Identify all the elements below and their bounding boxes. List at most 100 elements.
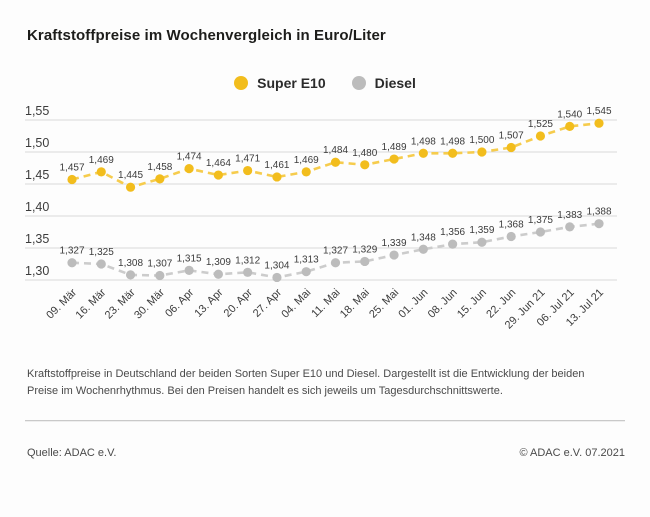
legend-label-super-e10: Super E10 [257, 75, 326, 91]
x-tick-label: 04. Mai [279, 287, 313, 321]
legend: Super E10 Diesel [0, 75, 650, 91]
data-point [389, 250, 399, 260]
y-tick-label: 1,35 [25, 232, 49, 246]
data-point [477, 147, 487, 157]
data-point-label: 1,471 [235, 154, 260, 165]
data-point-label: 1,304 [264, 260, 289, 271]
data-point-label: 1,461 [264, 160, 289, 171]
x-tick-label: 08. Jun [426, 287, 460, 321]
data-point [272, 172, 282, 182]
data-point-label: 1,480 [352, 148, 377, 159]
data-point [418, 148, 428, 158]
data-point [155, 174, 165, 184]
x-tick-label: 23. Mär [103, 286, 138, 321]
data-point [330, 157, 341, 167]
page-title: Kraftstoffpreise im Wochenvergleich in E… [27, 27, 386, 44]
data-point [184, 265, 194, 275]
data-point [535, 227, 546, 237]
data-point [594, 219, 604, 229]
data-point-label: 1,383 [557, 210, 582, 221]
data-point [565, 121, 575, 131]
series-super-e10: 1,457 1,469 1,445 1,458 1,474 1,464 1,471 1,461… [59, 106, 612, 192]
data-point [594, 118, 604, 128]
data-point-label: 1,375 [528, 215, 553, 226]
data-point-label: 1,457 [59, 163, 84, 174]
y-tick-label: 1,30 [25, 264, 49, 278]
data-point-label: 1,484 [323, 145, 348, 156]
x-tick-label: 16. Mär [74, 286, 109, 321]
data-point-label: 1,368 [499, 219, 524, 230]
data-point-label: 1,339 [382, 238, 407, 249]
y-tick-label: 1,40 [25, 200, 49, 214]
legend-item-diesel: Diesel [351, 75, 416, 91]
data-point-label: 1,469 [89, 155, 114, 166]
data-point-label: 1,464 [206, 158, 231, 169]
data-point-label: 1,474 [177, 152, 202, 163]
data-point [213, 170, 223, 180]
data-point [301, 267, 311, 277]
data-point-label: 1,458 [147, 162, 172, 173]
footer-divider [25, 420, 625, 421]
x-tick-label: 15. Jun [455, 287, 489, 321]
data-point [96, 259, 106, 269]
super-e10-dot-icon [234, 76, 249, 90]
data-point-label: 1,498 [440, 136, 465, 147]
data-point [213, 269, 223, 279]
data-point-label: 1,498 [411, 136, 436, 147]
data-point-label: 1,325 [89, 247, 114, 258]
x-tick-label: 01. Jun [396, 287, 430, 321]
x-tick-label: 13. Apr [192, 286, 225, 319]
y-tick-label: 1,45 [25, 168, 49, 182]
legend-label-diesel: Diesel [374, 75, 416, 91]
data-point-label: 1,308 [118, 258, 143, 269]
data-point [243, 165, 253, 176]
x-tick-label: 30. Mär [132, 286, 167, 321]
x-tick-label: 25. Mai [367, 287, 401, 321]
data-point-label: 1,500 [469, 135, 494, 146]
data-point-label: 1,545 [586, 106, 611, 117]
data-point-label: 1,507 [499, 131, 524, 142]
gridlines-and-y-axis: 1,55 1,50 1,45 1,40 1,35 1,30 [25, 104, 617, 281]
data-point-label: 1,388 [586, 207, 611, 218]
data-point [96, 167, 106, 177]
data-point [184, 164, 194, 174]
data-point-label: 1,356 [440, 227, 465, 238]
data-point [418, 244, 428, 254]
data-point-label: 1,327 [323, 246, 348, 257]
data-point-label: 1,445 [118, 170, 143, 181]
data-point-label: 1,309 [206, 257, 231, 268]
x-tick-label: 09. Mär [44, 286, 79, 321]
data-point [243, 267, 253, 277]
diesel-dot-icon [351, 76, 366, 90]
data-point [360, 160, 370, 170]
x-tick-label: 06. Apr [163, 286, 196, 319]
data-point-label: 1,540 [557, 109, 582, 120]
source-label: Quelle: ADAC e.V. [27, 447, 117, 459]
data-point [535, 131, 546, 141]
data-point [272, 272, 282, 283]
data-point [477, 237, 487, 247]
data-point [301, 167, 311, 177]
data-point-label: 1,312 [235, 255, 260, 266]
data-point [360, 256, 370, 267]
footer: Quelle: ADAC e.V. © ADAC e.V. 07.2021 [27, 447, 625, 459]
data-point [125, 270, 136, 280]
y-tick-label: 1,50 [25, 136, 49, 150]
series-diesel: 1,327 1,325 1,308 1,307 1,315 1,309 1,312 1,304… [59, 207, 612, 283]
data-point-label: 1,313 [294, 255, 319, 266]
x-tick-label: 11. Mai [309, 287, 342, 320]
copyright-label: © ADAC e.V. 07.2021 [519, 447, 625, 459]
x-tick-label: 27. Apr [251, 286, 284, 319]
data-point [506, 142, 516, 153]
data-point [67, 174, 77, 185]
legend-item-super-e10: Super E10 [234, 75, 326, 91]
data-point [448, 148, 458, 158]
data-point-label: 1,348 [411, 232, 436, 243]
data-point [67, 258, 77, 268]
chart-description: Kraftstoffpreise in Deutschland der beid… [27, 368, 585, 398]
data-point [125, 182, 136, 192]
data-point-label: 1,469 [294, 155, 319, 166]
